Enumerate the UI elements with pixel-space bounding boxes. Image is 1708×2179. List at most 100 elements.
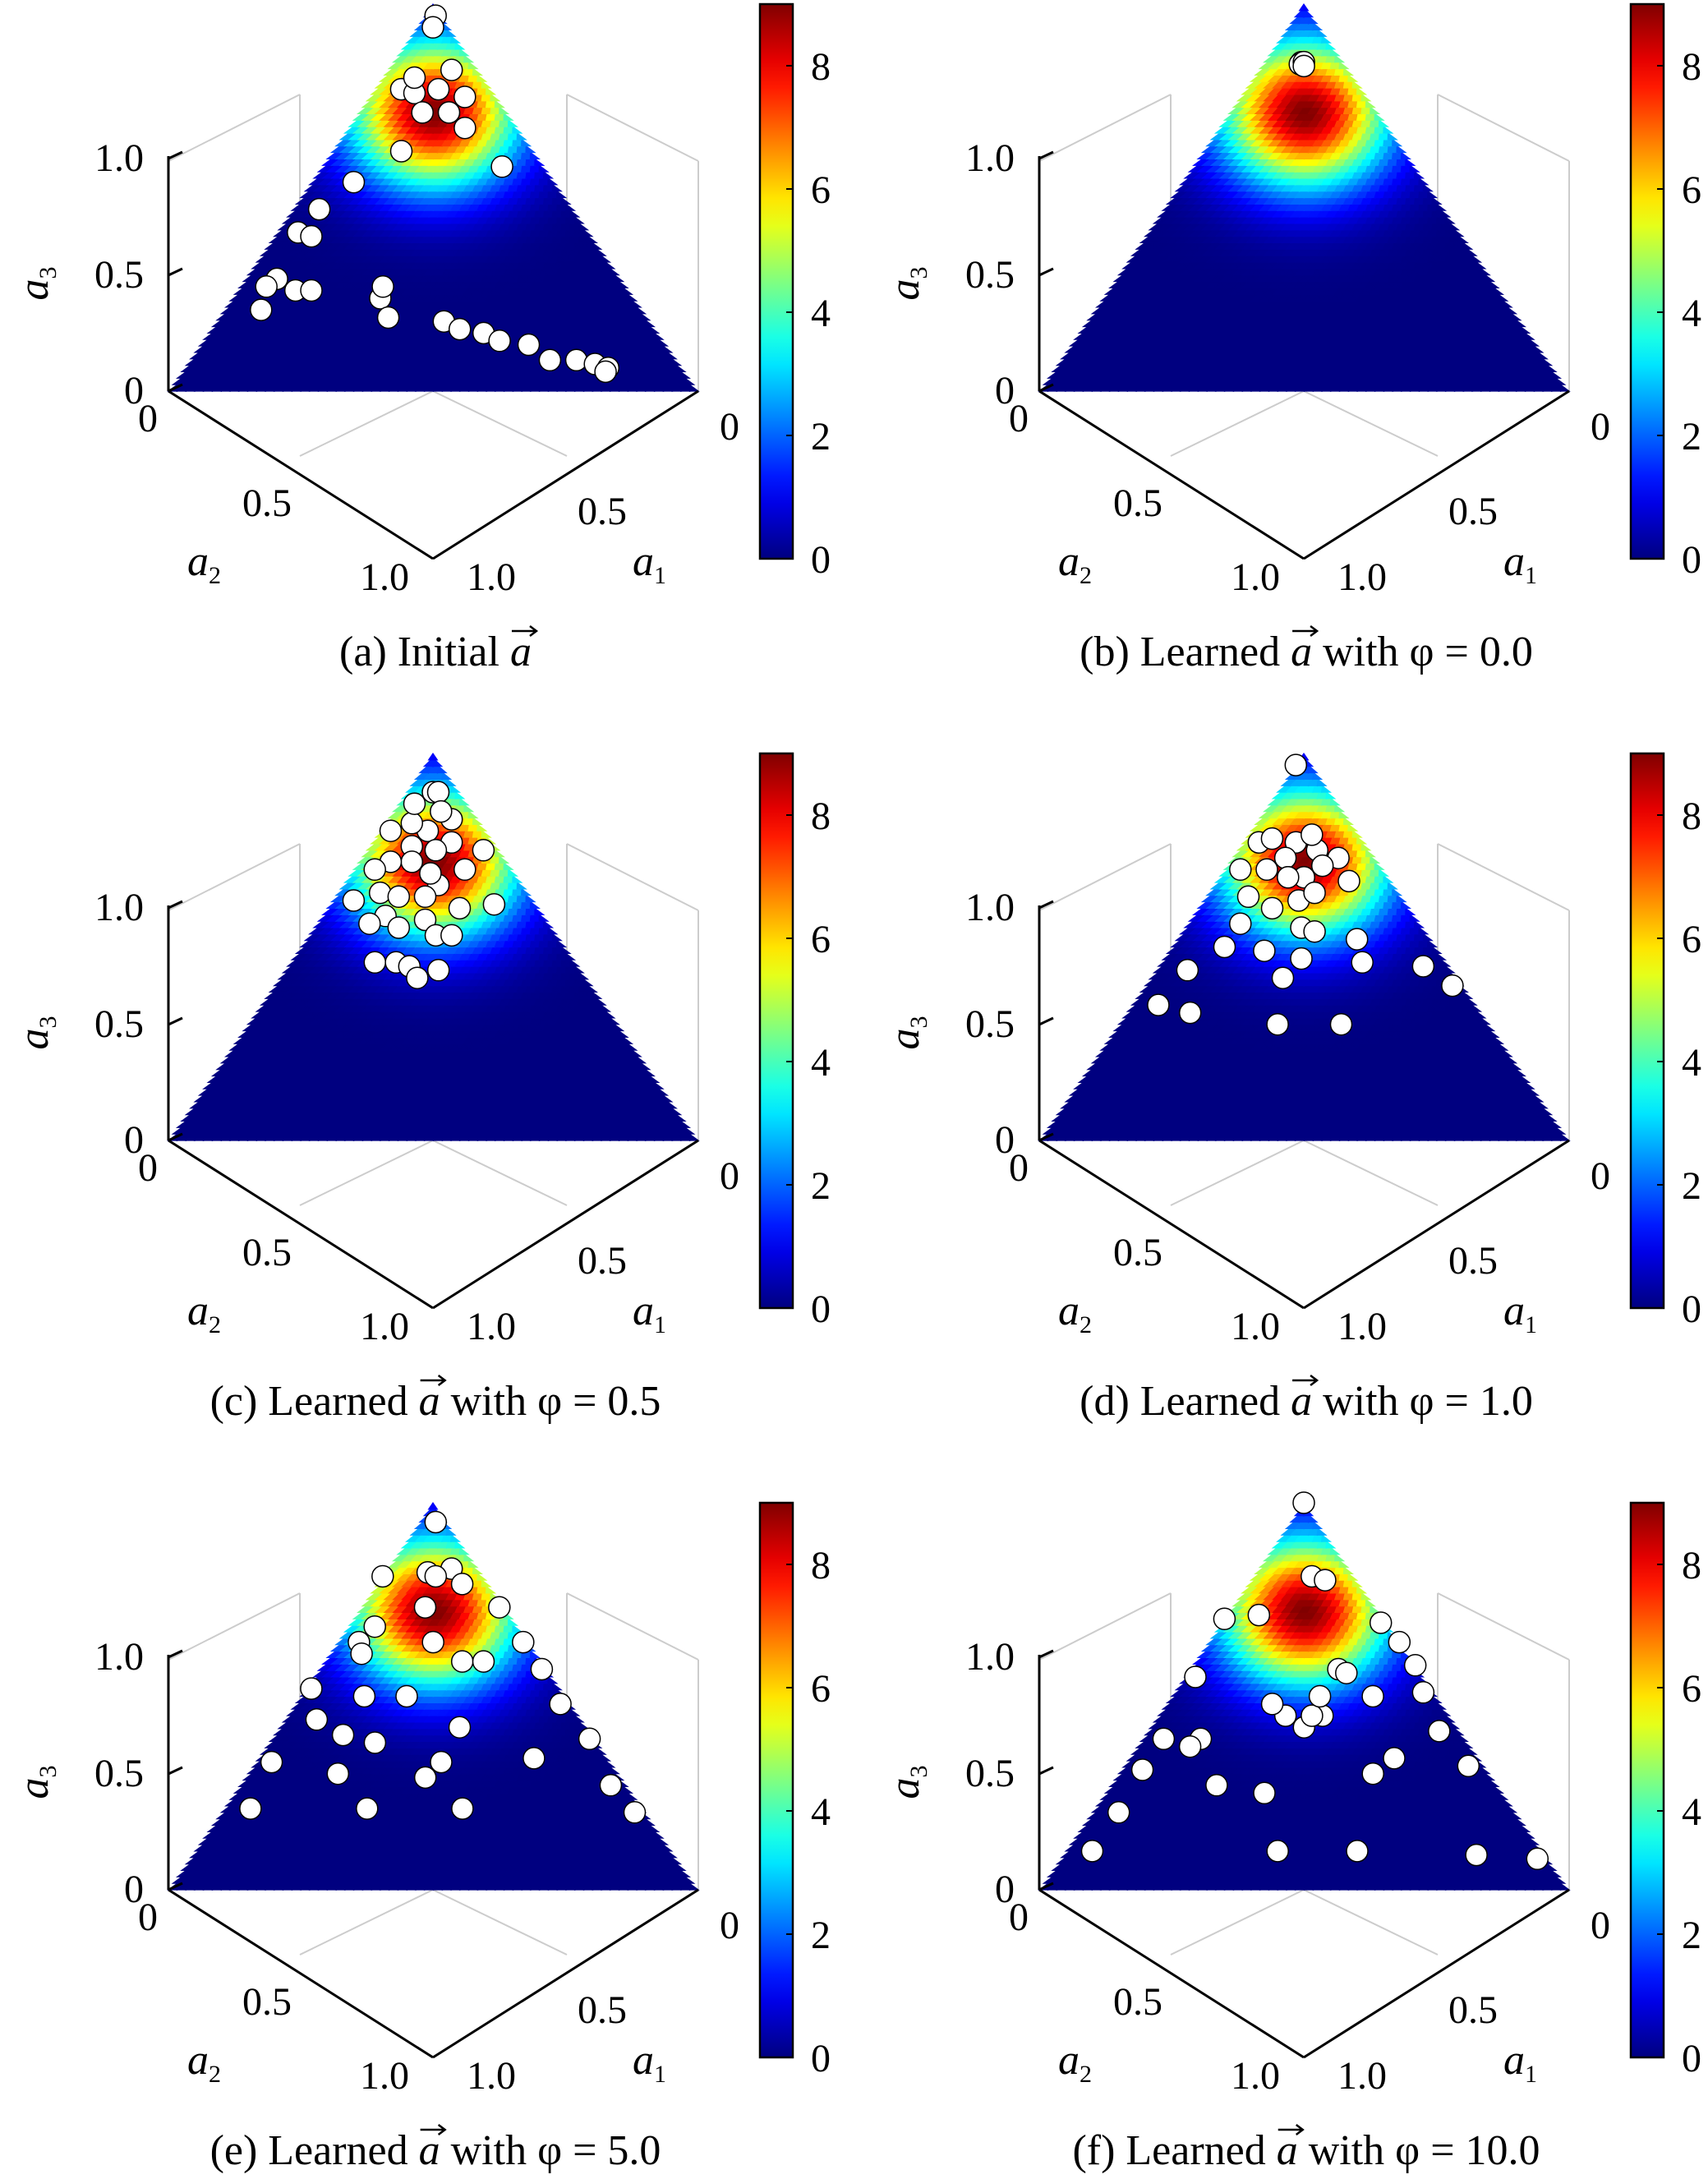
data-point xyxy=(250,298,273,321)
density-cell xyxy=(232,287,244,295)
density-cell xyxy=(1537,351,1549,360)
density-cell xyxy=(512,125,523,134)
density-cell xyxy=(223,299,236,308)
density-cell xyxy=(1077,325,1089,334)
density-cell xyxy=(237,280,249,288)
density-cell xyxy=(538,164,550,173)
density-cell xyxy=(272,228,284,237)
density-cell xyxy=(334,138,346,147)
data-point xyxy=(421,16,444,39)
a2-tick-label: 0 xyxy=(138,397,158,440)
grid-line xyxy=(168,94,301,162)
data-point xyxy=(564,348,588,372)
density-cell xyxy=(481,81,492,89)
density-cell xyxy=(649,325,661,334)
density-cell xyxy=(281,215,292,224)
a1-axis-label: a1 xyxy=(633,538,666,589)
density-cell xyxy=(268,235,279,244)
colorbar-tick-label: 6 xyxy=(811,168,831,212)
data-point xyxy=(440,58,463,81)
panel-caption: (a) Initial a xyxy=(339,629,532,675)
density-cell xyxy=(193,344,205,353)
density-cell xyxy=(405,35,417,44)
data-point xyxy=(403,66,426,90)
density-cell xyxy=(396,48,407,57)
density-cell xyxy=(653,332,665,340)
density-cell xyxy=(1515,319,1526,328)
data-point xyxy=(594,360,617,384)
density-surface xyxy=(167,2,700,393)
density-cell xyxy=(573,215,585,224)
density-cell xyxy=(547,177,559,186)
density-cell xyxy=(228,293,240,302)
density-cell xyxy=(374,81,385,89)
density-cell xyxy=(325,151,337,159)
density-cell xyxy=(387,61,398,70)
density-cell xyxy=(560,196,572,205)
a1-tick-label: 0.5 xyxy=(578,490,627,533)
a2-axis-label: a2 xyxy=(187,538,221,589)
density-cell xyxy=(1511,312,1522,321)
density-cell xyxy=(1090,306,1102,315)
data-point xyxy=(538,348,562,372)
data-point xyxy=(437,101,461,124)
density-cell xyxy=(255,254,266,263)
density-cell xyxy=(321,158,333,166)
density-cell xyxy=(476,74,488,82)
data-point xyxy=(300,279,323,302)
density-cell xyxy=(551,183,563,192)
density-cell xyxy=(383,67,394,76)
density-cell xyxy=(1520,325,1531,334)
density-cell xyxy=(564,203,577,211)
density-cell xyxy=(1042,377,1053,385)
density-cell xyxy=(378,74,389,82)
density-cell xyxy=(1542,357,1554,366)
density-cell xyxy=(569,210,581,218)
data-point xyxy=(411,101,434,124)
density-cell xyxy=(352,113,363,121)
data-point xyxy=(371,275,394,298)
grid-line xyxy=(1303,390,1439,457)
density-cell xyxy=(171,377,182,385)
density-cell xyxy=(206,325,218,334)
density-cell xyxy=(1060,351,1071,360)
density-cell xyxy=(582,228,594,237)
density-cell xyxy=(1064,344,1075,353)
density-cell xyxy=(246,267,257,276)
data-point xyxy=(376,306,400,329)
a3-tick-label: 1.0 xyxy=(94,136,144,180)
density-cell xyxy=(356,106,368,115)
density-cell xyxy=(631,299,642,308)
density-cell xyxy=(180,364,191,373)
density-cell xyxy=(445,29,457,37)
density-cell xyxy=(578,222,590,231)
density-cell xyxy=(1086,312,1098,321)
data-point xyxy=(488,329,511,352)
data-point xyxy=(517,333,541,357)
density-cell xyxy=(662,344,674,353)
density-cell xyxy=(472,67,483,76)
data-point xyxy=(453,85,476,108)
density-cell xyxy=(521,138,532,147)
density-cell xyxy=(1055,357,1066,366)
density-cell xyxy=(365,93,376,102)
density-cell xyxy=(1559,383,1571,392)
density-cell xyxy=(467,61,479,70)
density-cell xyxy=(657,339,670,347)
a3-axis-label: a3 xyxy=(11,267,62,301)
density-cell xyxy=(219,306,231,315)
density-cell xyxy=(622,287,634,295)
density-cell xyxy=(507,119,519,127)
a3-tick xyxy=(168,267,183,277)
data-point xyxy=(490,155,513,178)
density-cell xyxy=(600,254,612,263)
density-cell xyxy=(542,170,555,179)
density-cell xyxy=(251,260,262,269)
density-cell xyxy=(1068,339,1080,347)
density-cell xyxy=(264,242,275,250)
data-point xyxy=(300,224,323,248)
density-cell xyxy=(596,248,607,256)
density-cell xyxy=(592,242,603,250)
density-cell xyxy=(499,106,510,115)
